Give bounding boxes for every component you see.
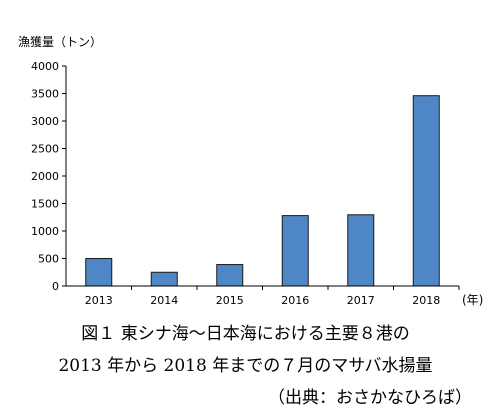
x-axis-unit: (年) bbox=[462, 293, 483, 307]
y-tick-label: 1000 bbox=[31, 225, 59, 238]
bar-2016 bbox=[281, 215, 309, 287]
bar-2017 bbox=[347, 214, 375, 287]
y-tick-label: 2000 bbox=[31, 170, 59, 183]
x-tick-label: 2013 bbox=[85, 294, 113, 307]
y-tick-label: 4000 bbox=[31, 60, 59, 73]
y-tick-label: 1500 bbox=[31, 198, 59, 211]
x-tick-label: 2018 bbox=[412, 294, 440, 307]
x-ticks: 2013 2014 2015 2016 2017 2018 bbox=[85, 286, 460, 307]
y-tick-label: 3500 bbox=[31, 88, 59, 101]
figure-caption-line2: 2013 年から 2018 年までの７月のマサバ水揚量 bbox=[58, 356, 433, 376]
x-tick-label: 2014 bbox=[150, 294, 178, 307]
figure-source: （出典：おさかなひろば） bbox=[268, 388, 472, 408]
figure-caption-line1: 図１ 東シナ海～日本海における主要８港の bbox=[81, 324, 410, 344]
bar-chart: 漁獲量（トン） 0 500 1000 1500 2000 2500 3000 3500 4000… bbox=[18, 35, 483, 307]
y-ticks: 0 500 1000 1500 2000 2500 3000 3500 4000 bbox=[31, 60, 66, 293]
bar-2018 bbox=[412, 95, 440, 287]
x-tick-label: 2015 bbox=[216, 294, 244, 307]
y-tick-label: 3000 bbox=[31, 115, 59, 128]
y-tick-label: 0 bbox=[52, 280, 59, 293]
y-tick-label: 500 bbox=[38, 253, 59, 266]
y-tick-label: 2500 bbox=[31, 143, 59, 156]
bar-2013 bbox=[85, 258, 113, 287]
y-axis-label: 漁獲量（トン） bbox=[18, 35, 102, 49]
bar-2014 bbox=[150, 271, 178, 287]
x-tick-label: 2017 bbox=[347, 294, 375, 307]
bar-2015 bbox=[216, 264, 244, 287]
x-tick-label: 2016 bbox=[281, 294, 309, 307]
bars bbox=[85, 95, 440, 287]
